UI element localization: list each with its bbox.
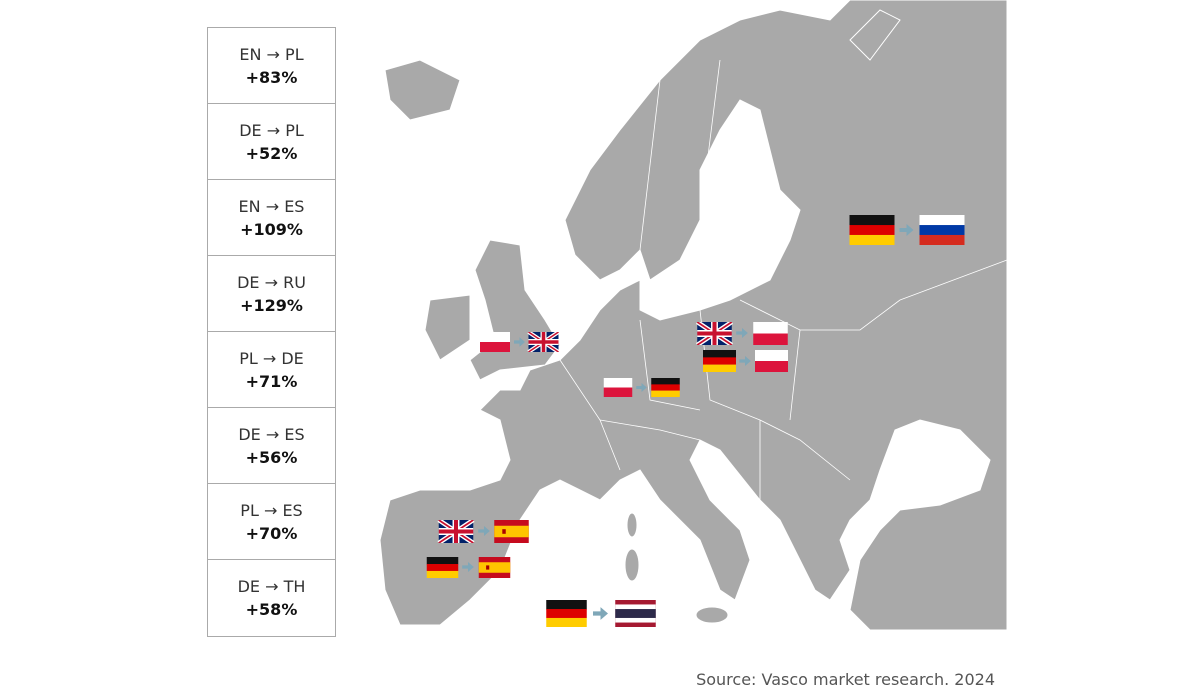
- flag-de: [651, 378, 680, 397]
- novaya-zemlya: [849, 9, 901, 61]
- source-note: Source: Vasco market research. 2024: [696, 670, 995, 689]
- borders: [559, 59, 1008, 500]
- table-row: PL → ES +70%: [208, 484, 335, 560]
- flag-de: [546, 600, 587, 627]
- language-pair: DE → ES: [238, 424, 305, 444]
- corsica: [626, 512, 638, 538]
- arrow: [593, 607, 608, 620]
- table-row: EN → ES +109%: [208, 180, 335, 256]
- flag-pl: [755, 350, 788, 372]
- language-pair: DE → TH: [237, 577, 306, 596]
- flag-es: [494, 520, 529, 543]
- growth-value: +83%: [245, 67, 298, 87]
- growth-table: EN → PL +83% DE → PL +52% EN → ES +109% DE → R…: [207, 27, 336, 637]
- language-pair: EN → PL: [239, 44, 304, 64]
- sicily: [695, 606, 729, 624]
- table-row: DE → PL +52%: [208, 104, 335, 180]
- language-pair: PL → ES: [240, 500, 303, 520]
- flag-pl: [753, 322, 788, 345]
- flag-uk: [439, 520, 474, 543]
- table-row: DE → ES +56%: [208, 408, 335, 484]
- table-row: PL → DE +71%: [208, 332, 335, 408]
- language-pair: DE → RU: [237, 272, 306, 292]
- growth-value: +129%: [240, 295, 303, 315]
- language-pair: PL → DE: [239, 348, 304, 368]
- flag-th: [615, 600, 656, 627]
- table-row: DE → RU +129%: [208, 256, 335, 332]
- language-pair: DE → PL: [239, 120, 304, 140]
- growth-value: +58%: [245, 600, 298, 619]
- ireland: [424, 294, 471, 361]
- iceland: [384, 59, 461, 121]
- flag-es: [478, 557, 511, 578]
- land: [379, 0, 1008, 631]
- great-britain: [469, 239, 561, 381]
- language-pair: EN → ES: [238, 196, 305, 216]
- continent: [379, 0, 1008, 631]
- growth-value: +71%: [245, 371, 298, 391]
- flag-uk: [697, 322, 732, 345]
- flag-de: [703, 350, 736, 372]
- growth-value: +109%: [240, 219, 303, 239]
- sardinia: [624, 548, 640, 582]
- table-row: DE → TH +58%: [208, 560, 335, 636]
- flag-de: [426, 557, 459, 578]
- flag-de: [849, 215, 895, 245]
- growth-value: +56%: [245, 447, 298, 467]
- growth-value: +52%: [245, 143, 298, 163]
- table-row: EN → PL +83%: [208, 28, 335, 104]
- flag-pl: [480, 332, 510, 352]
- growth-value: +70%: [245, 523, 298, 543]
- flag-ru: [919, 215, 965, 245]
- flag-pl: [603, 378, 633, 397]
- flag-uk: [529, 332, 559, 352]
